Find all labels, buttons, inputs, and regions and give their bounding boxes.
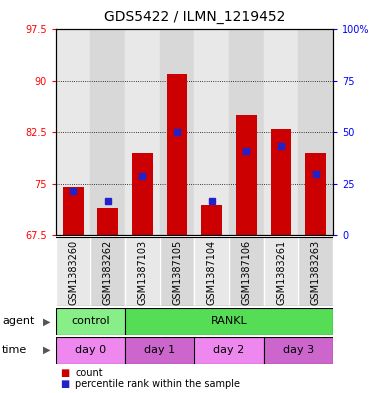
Text: control: control xyxy=(71,316,110,327)
Text: day 2: day 2 xyxy=(213,345,245,355)
Bar xyxy=(264,237,298,306)
Text: day 1: day 1 xyxy=(144,345,175,355)
Text: GSM1383260: GSM1383260 xyxy=(68,239,78,305)
Text: GSM1387104: GSM1387104 xyxy=(207,239,217,305)
Text: percentile rank within the sample: percentile rank within the sample xyxy=(75,379,240,389)
Bar xyxy=(298,29,333,235)
Bar xyxy=(125,308,333,335)
Text: ■: ■ xyxy=(60,379,69,389)
Bar xyxy=(160,29,194,235)
Bar xyxy=(97,208,118,235)
Text: GSM1383263: GSM1383263 xyxy=(311,239,321,305)
Bar xyxy=(125,337,194,364)
Text: day 3: day 3 xyxy=(283,345,314,355)
Text: ■: ■ xyxy=(60,367,69,378)
Text: RANKL: RANKL xyxy=(211,316,248,327)
Bar xyxy=(132,153,153,235)
Bar xyxy=(298,237,333,306)
Bar xyxy=(305,153,326,235)
Bar xyxy=(90,237,125,306)
Text: GDS5422 / ILMN_1219452: GDS5422 / ILMN_1219452 xyxy=(104,10,285,24)
Text: count: count xyxy=(75,367,103,378)
Bar xyxy=(271,129,291,235)
Text: ▶: ▶ xyxy=(43,316,50,327)
Bar xyxy=(264,337,333,364)
Bar xyxy=(229,29,264,235)
Bar xyxy=(160,237,194,306)
Bar xyxy=(125,237,160,306)
Bar xyxy=(201,204,222,235)
Bar xyxy=(56,29,90,235)
Text: GSM1387103: GSM1387103 xyxy=(137,239,147,305)
Text: ▶: ▶ xyxy=(43,345,50,355)
Bar xyxy=(56,308,125,335)
Text: GSM1383262: GSM1383262 xyxy=(103,239,113,305)
Bar xyxy=(194,337,264,364)
Bar xyxy=(56,237,90,306)
Bar xyxy=(229,237,264,306)
Bar xyxy=(56,337,125,364)
Text: time: time xyxy=(2,345,27,355)
Bar xyxy=(63,187,84,235)
Text: day 0: day 0 xyxy=(75,345,106,355)
Bar xyxy=(90,29,125,235)
Bar xyxy=(236,115,257,235)
Text: GSM1387105: GSM1387105 xyxy=(172,239,182,305)
Bar xyxy=(125,29,160,235)
Text: agent: agent xyxy=(2,316,34,327)
Bar xyxy=(264,29,298,235)
Text: GSM1387106: GSM1387106 xyxy=(241,239,251,305)
Bar xyxy=(194,237,229,306)
Bar xyxy=(167,74,187,235)
Bar xyxy=(194,29,229,235)
Text: GSM1383261: GSM1383261 xyxy=(276,239,286,305)
